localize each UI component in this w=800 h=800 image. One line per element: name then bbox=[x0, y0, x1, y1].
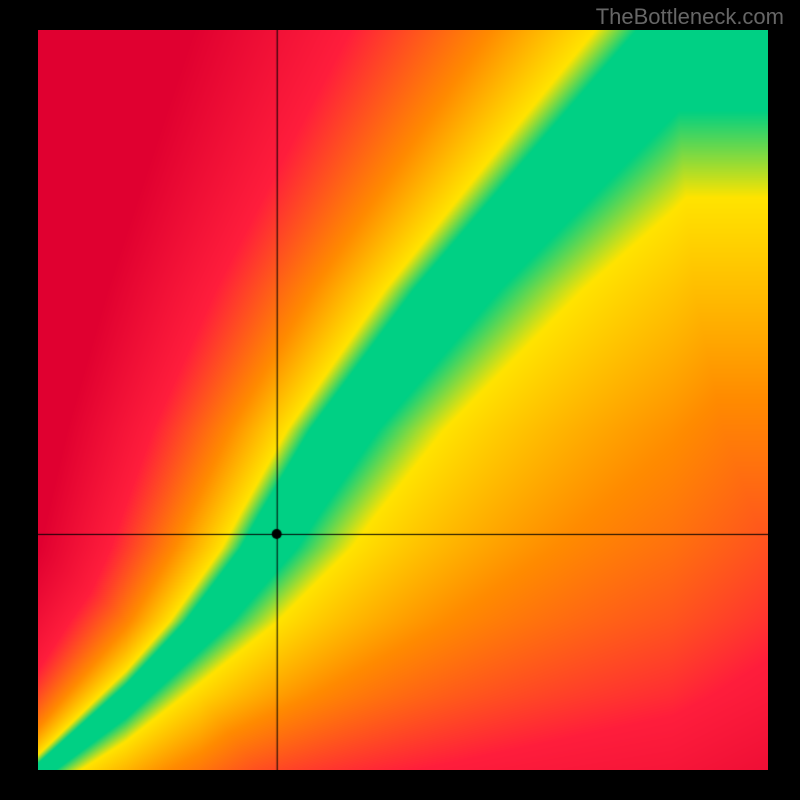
watermark-text: TheBottleneck.com bbox=[596, 4, 784, 30]
heatmap-canvas bbox=[38, 30, 768, 770]
heatmap-plot bbox=[38, 30, 768, 770]
chart-container: TheBottleneck.com bbox=[0, 0, 800, 800]
